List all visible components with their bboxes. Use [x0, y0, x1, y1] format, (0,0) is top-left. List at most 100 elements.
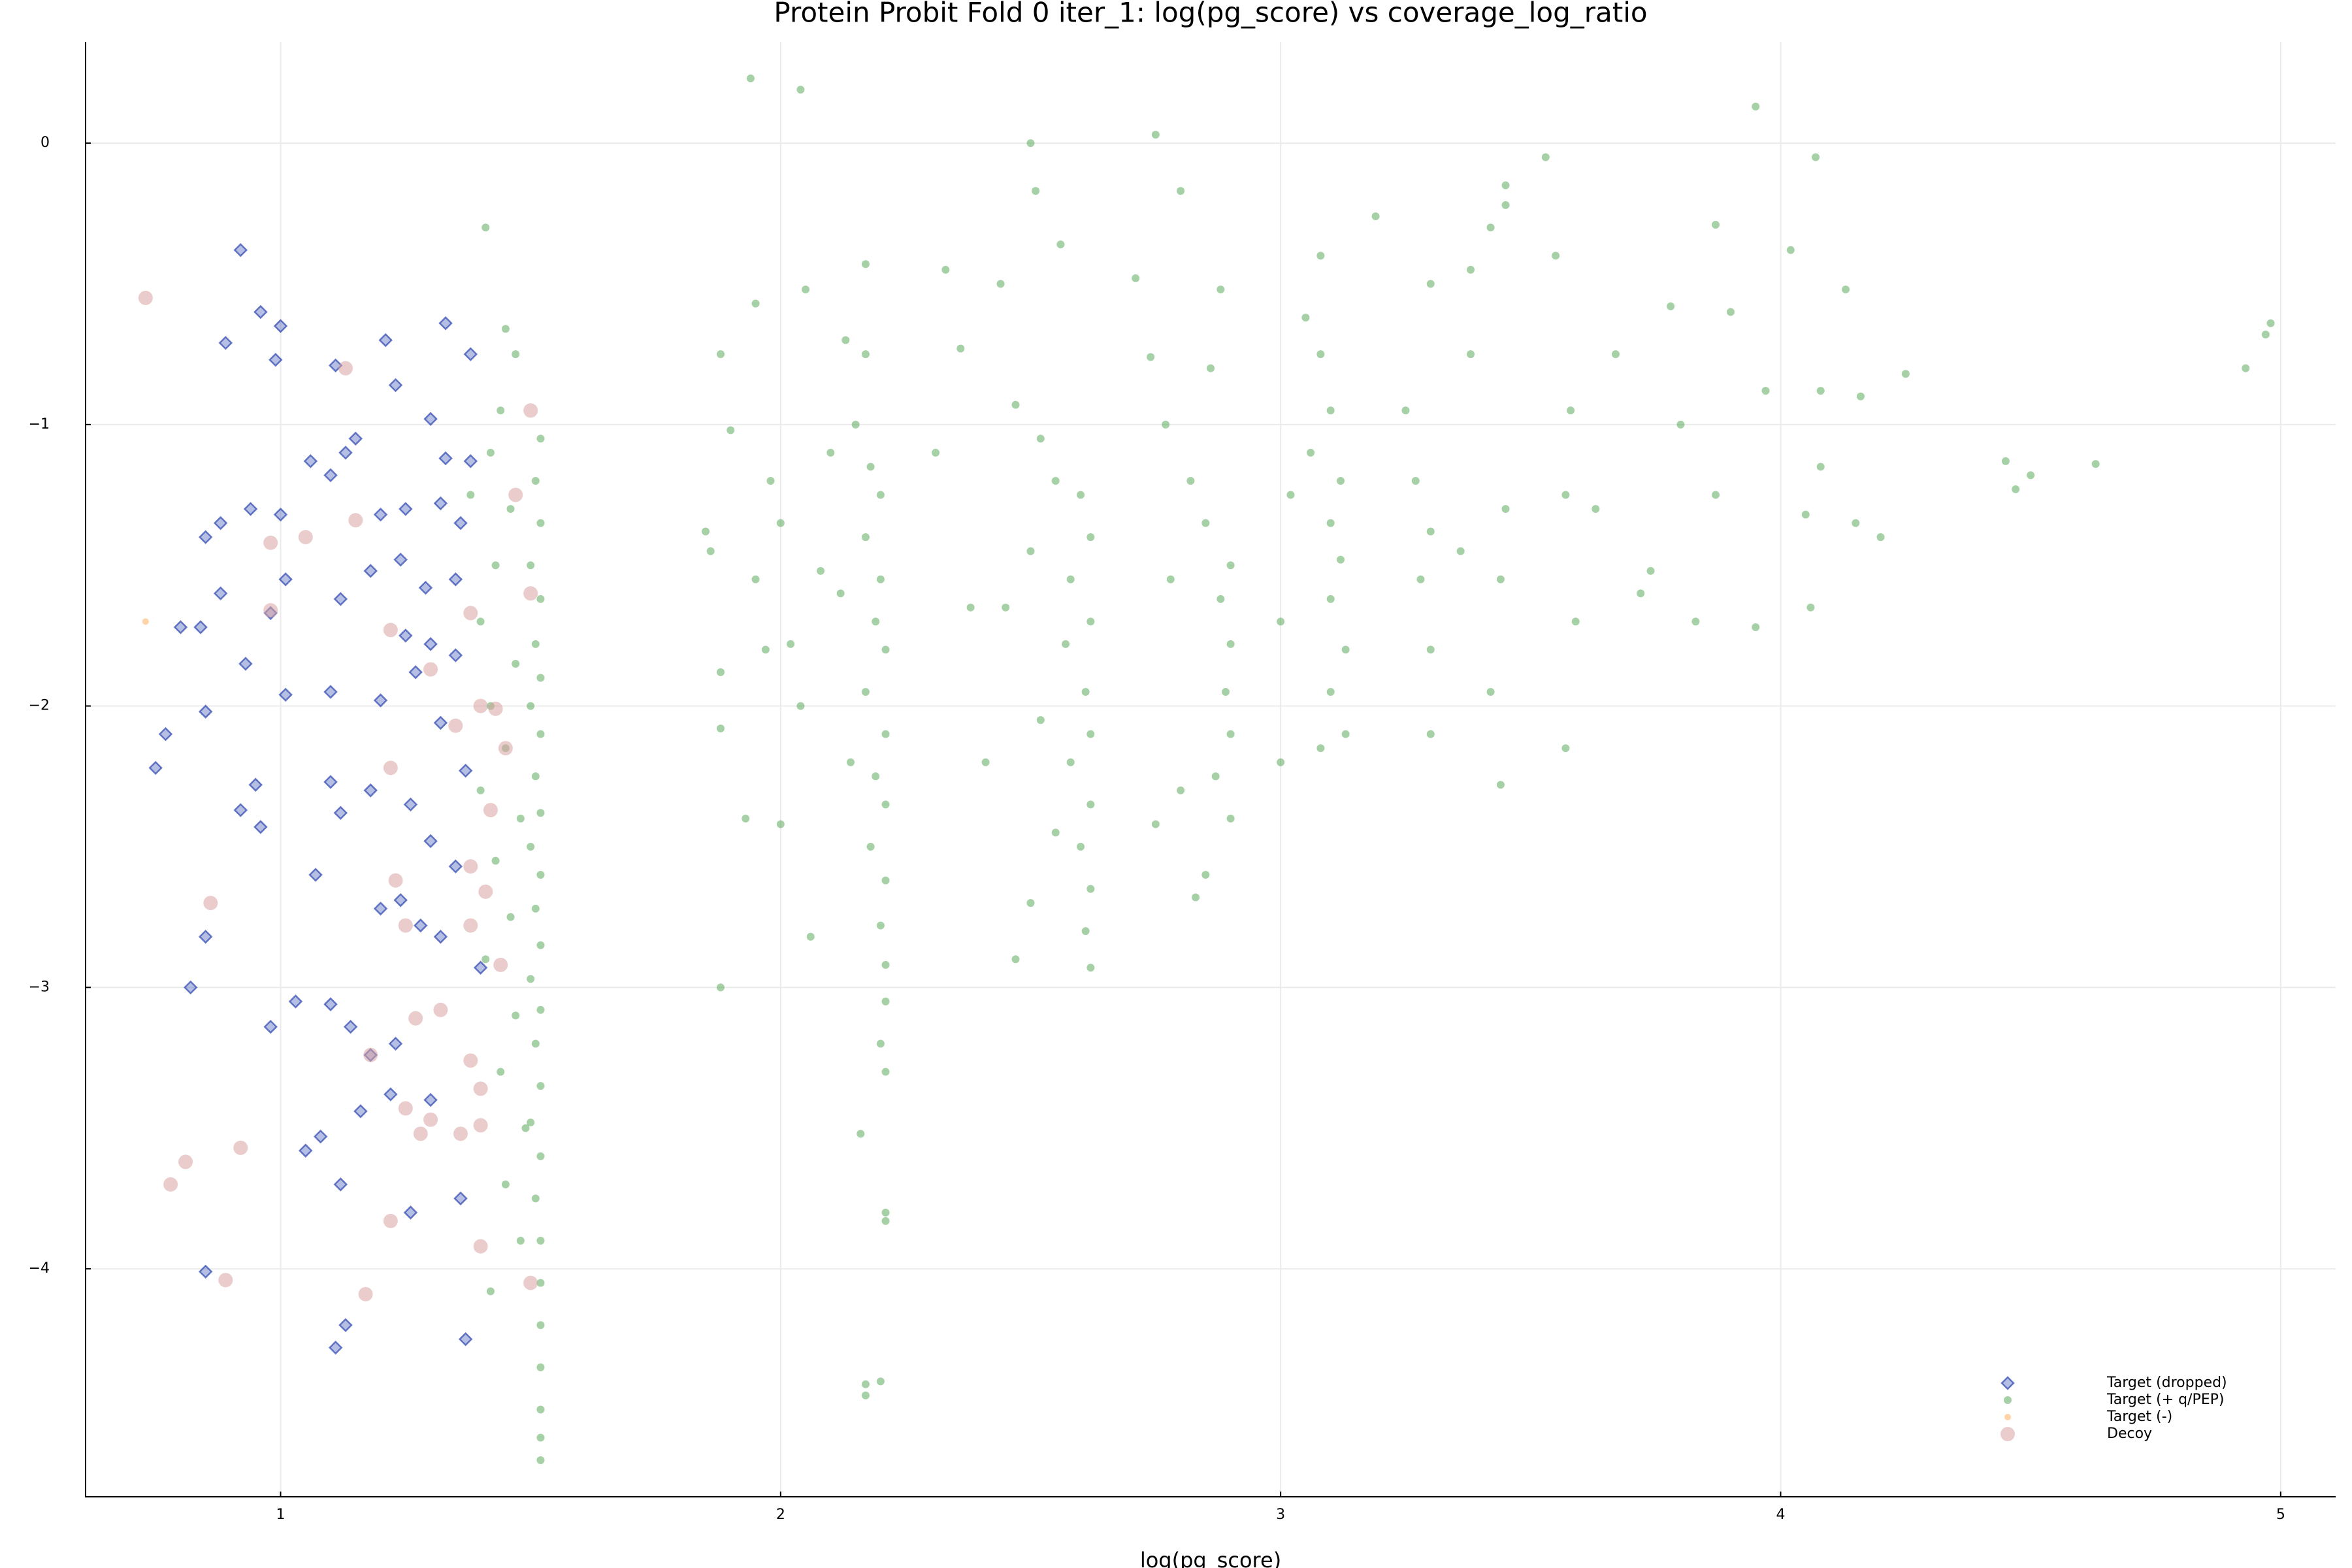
point: [1277, 617, 1285, 626]
point: [1552, 252, 1560, 260]
point: [501, 1180, 510, 1188]
point: [1011, 400, 1020, 409]
point: [1066, 758, 1075, 766]
point: [761, 645, 770, 654]
point: [1086, 617, 1095, 626]
point: [1011, 955, 1020, 964]
legend: Target (dropped)Target (+ q/PEP)Target (…: [2001, 1375, 2227, 1442]
point: [1806, 603, 1815, 612]
point: [876, 575, 885, 583]
point: [438, 451, 453, 466]
point: [198, 704, 213, 719]
point: [806, 932, 815, 941]
point: [531, 476, 540, 485]
legend-label: Target (dropped): [2106, 1375, 2227, 1391]
point: [1277, 758, 1285, 766]
point: [1217, 595, 1225, 603]
point: [453, 1191, 468, 1206]
legend-marker: [2004, 1396, 2012, 1404]
point: [1086, 533, 1095, 542]
point: [802, 286, 810, 294]
point: [506, 505, 515, 514]
point: [1496, 781, 1505, 789]
point: [358, 1286, 373, 1301]
point: [482, 955, 490, 964]
point: [313, 1129, 328, 1144]
point: [308, 868, 323, 882]
point: [273, 507, 288, 522]
point: [817, 566, 825, 575]
point: [482, 223, 490, 232]
point: [448, 859, 463, 874]
point: [1711, 491, 1720, 499]
point: [776, 519, 785, 527]
point: [393, 552, 408, 567]
point: [1561, 744, 1570, 753]
point: [861, 260, 870, 269]
point: [213, 515, 228, 531]
point: [233, 1140, 248, 1155]
point: [1426, 527, 1435, 536]
point: [423, 662, 438, 677]
point: [1226, 814, 1235, 823]
y-tick-label: −3: [29, 979, 50, 995]
point: [1062, 640, 1070, 648]
point: [243, 502, 258, 516]
point: [536, 1152, 545, 1160]
point: [333, 1177, 348, 1192]
point: [288, 994, 303, 1009]
point: [198, 930, 213, 944]
point: [1637, 589, 1645, 598]
point: [1411, 476, 1420, 485]
point: [1207, 364, 1215, 372]
point: [531, 640, 540, 648]
point: [531, 772, 540, 781]
y-tick-label: −4: [29, 1260, 50, 1277]
point: [536, 1005, 545, 1014]
point: [463, 1053, 478, 1068]
point: [491, 857, 500, 865]
point: [269, 352, 283, 367]
point: [861, 533, 870, 542]
point: [536, 674, 545, 682]
point: [1226, 561, 1235, 570]
point: [523, 1275, 538, 1290]
x-tick-label: 4: [1776, 1507, 1785, 1523]
plot-area: [138, 74, 2275, 1465]
point: [473, 698, 488, 713]
point: [536, 1363, 545, 1371]
point: [536, 1321, 545, 1330]
point: [1056, 240, 1065, 249]
point: [1676, 420, 1685, 429]
point: [253, 820, 268, 834]
point: [531, 904, 540, 913]
x-axis-label: log(pg_score): [1140, 1548, 1281, 1568]
y-tick-label: 0: [41, 135, 50, 151]
point: [1786, 246, 1795, 254]
point: [486, 448, 495, 457]
point: [1086, 885, 1095, 893]
point: [746, 74, 755, 82]
point: [476, 617, 485, 626]
point: [996, 280, 1005, 288]
point: [338, 446, 353, 460]
point: [716, 983, 725, 992]
point: [148, 760, 163, 776]
point: [536, 595, 545, 603]
point: [263, 535, 278, 550]
point: [1036, 716, 1045, 725]
point: [423, 637, 438, 651]
point: [1561, 491, 1570, 499]
point: [508, 487, 523, 502]
point: [881, 800, 890, 809]
point: [448, 718, 463, 733]
point: [1466, 350, 1475, 359]
point: [448, 572, 463, 587]
point: [453, 1126, 468, 1141]
point: [861, 688, 870, 696]
point: [338, 1318, 353, 1333]
point: [536, 1456, 545, 1465]
point: [491, 561, 500, 570]
point: [1801, 510, 1810, 519]
point: [536, 941, 545, 949]
